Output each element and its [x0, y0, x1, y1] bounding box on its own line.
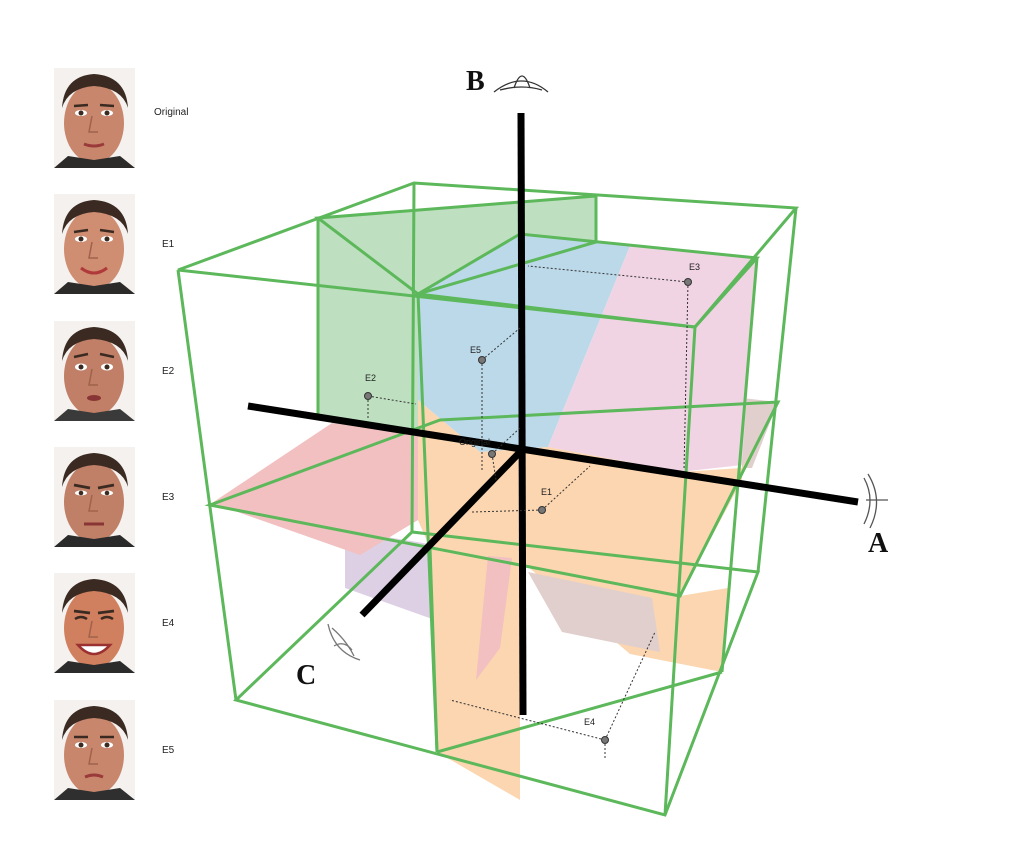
- face-row-e4: E4: [0, 573, 200, 675]
- region-red-left-floor: [212, 423, 418, 555]
- face-caption-e1: E1: [162, 239, 175, 250]
- cube-edge-back-left: [410, 182, 416, 533]
- axis-label-c: C: [296, 660, 316, 691]
- lower-plane-bottom-edge: [436, 670, 723, 754]
- face-caption-e3: E3: [162, 492, 175, 503]
- point-e1: [538, 506, 546, 514]
- face-row-e1: E1: [0, 194, 200, 296]
- point-e2: [364, 392, 372, 400]
- label-e4: E4: [584, 717, 595, 727]
- point-e4: [601, 736, 609, 744]
- axis-c-line: [359, 447, 525, 618]
- face-photo-e3: [54, 447, 135, 547]
- label-e1: E1: [541, 487, 552, 497]
- label-e3: E3: [689, 262, 700, 272]
- cube-edge-front-left: [176, 269, 238, 701]
- cube-edge-back-right: [756, 207, 798, 573]
- label-original: Original: [459, 437, 490, 447]
- face-photo-original: [54, 68, 135, 168]
- face-row-original: Original: [0, 68, 200, 170]
- region-taupe-right-wedge: [742, 398, 778, 468]
- axes: [247, 112, 859, 716]
- axis-label-b: B: [466, 66, 485, 97]
- lower-plane-center-edge: [428, 547, 439, 753]
- face-caption-e4: E4: [162, 618, 175, 629]
- face-photo-e2: [54, 321, 135, 421]
- eye-viewpoint-c-icon: [327, 623, 361, 661]
- face-row-e2: E2: [0, 321, 200, 423]
- face-row-e3: E3: [0, 447, 200, 549]
- projection-lines: [367, 265, 689, 760]
- region-green-back-plane: [318, 196, 596, 440]
- axis-a-line: [247, 402, 859, 506]
- face-photo-e4: [54, 573, 135, 673]
- face-caption-original: Original: [154, 107, 189, 118]
- region-red-lower-sliver: [476, 556, 512, 680]
- label-e2: E2: [365, 373, 376, 383]
- eye-viewpoint-a-icon: [863, 473, 888, 529]
- axis-b-line: [517, 112, 527, 716]
- point-original: [488, 450, 496, 458]
- face-photo-e5: [54, 700, 135, 800]
- region-taupe-lower-right: [528, 572, 660, 652]
- cube-edge-front-right: [663, 326, 697, 816]
- face-thumbnail-list: Original E1 E2: [0, 0, 200, 848]
- face-row-e5: E5: [0, 700, 200, 802]
- region-purple-lower-back: [345, 530, 435, 620]
- face-caption-e5: E5: [162, 745, 175, 756]
- point-e3: [684, 278, 692, 286]
- front-plane-right-edge: [720, 257, 759, 673]
- point-e5: [478, 356, 486, 364]
- eye-viewpoint-b-icon: [493, 75, 549, 93]
- axis-label-a: A: [868, 528, 889, 559]
- face-caption-e2: E2: [162, 366, 175, 377]
- region-orange-center: [418, 400, 742, 596]
- face-photo-e1: [54, 194, 135, 294]
- label-e5: E5: [470, 345, 481, 355]
- data-points: [364, 278, 692, 744]
- region-pink-front-plane: [548, 246, 757, 472]
